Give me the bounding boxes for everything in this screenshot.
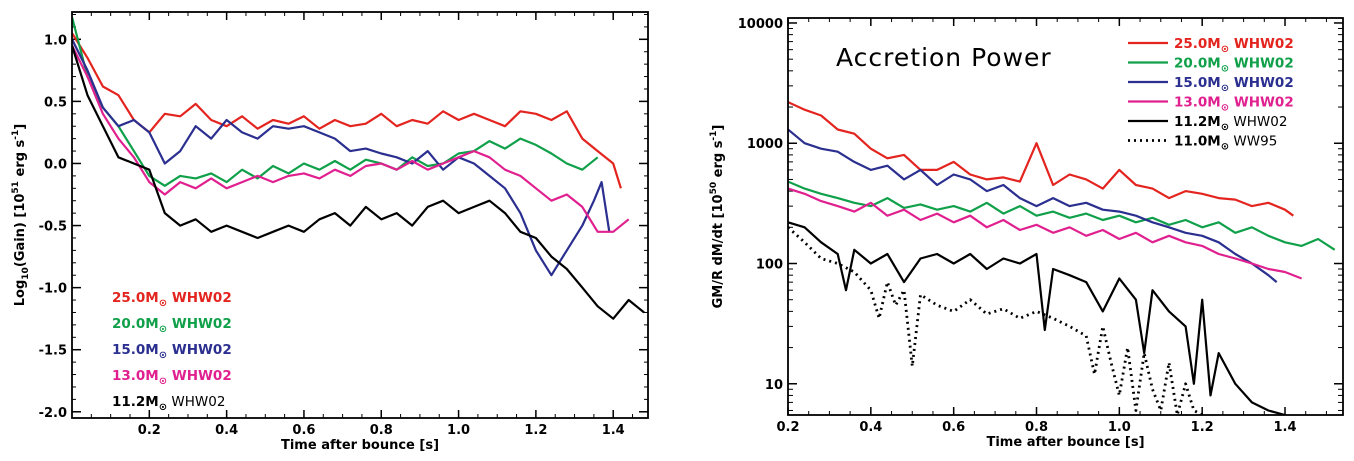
x-tick-label: 1.0 <box>1108 420 1131 435</box>
y-tick-label: -2.0 <box>39 406 67 421</box>
legend-entry: 13.0M⊙ WHW02 <box>112 368 232 387</box>
y-tick-label: 1000 <box>747 137 783 152</box>
series-group <box>72 16 645 320</box>
legend-entry: 11.0M⊙ WW95 <box>1174 134 1277 153</box>
series-line-11-0m <box>788 226 1203 415</box>
legend-entry: 25.0M⊙ WHW02 <box>1174 36 1294 55</box>
series-line-20-0m <box>72 16 599 187</box>
legend-entry: 20.0M⊙ WHW02 <box>112 316 232 335</box>
legend-entry: 15.0M⊙ WHW02 <box>112 342 232 361</box>
y-axis-label: Log10(Gain) [1051 erg s-1] <box>11 124 31 306</box>
x-tick-label: 0.6 <box>292 423 315 438</box>
legend-entry: 11.2M⊙ WHW02 <box>112 394 225 413</box>
x-tick-label: 0.8 <box>1025 420 1048 435</box>
y-tick-label: 1.0 <box>44 33 67 48</box>
x-tick-label: 0.4 <box>859 420 882 435</box>
y-tick-label: -0.5 <box>39 220 67 235</box>
x-tick-label: 0.2 <box>138 423 161 438</box>
y-tick-label: 10 <box>765 378 783 393</box>
y-tick-label: -1.0 <box>39 282 67 297</box>
chart-annotation: Accretion Power <box>836 43 1052 72</box>
series-line-13-0m <box>788 187 1303 280</box>
x-tick-label: 0.8 <box>370 423 393 438</box>
series-line-25-0m <box>72 32 622 189</box>
legend-entry: 25.0M⊙ WHW02 <box>112 290 232 309</box>
chart-accretion-power: 0.2 0.4 0.6 0.8 1.0 1.2 1.4 10000 1000 100 10 Time … <box>709 17 1344 450</box>
x-tick-label: 0.2 <box>776 420 799 435</box>
plot-frame <box>71 11 649 419</box>
x-tick-label: 0.6 <box>942 420 965 435</box>
x-tick-label: 1.4 <box>602 423 625 438</box>
x-tick-label: 1.0 <box>447 423 470 438</box>
series-line-11-2m <box>72 45 645 320</box>
plot-frame <box>787 17 1344 416</box>
x-tick-label: 1.2 <box>1191 420 1214 435</box>
y-tick-label: 10000 <box>738 17 783 32</box>
x-tick-label: 1.4 <box>1273 420 1296 435</box>
x-axis-label: Time after bounce [s] <box>986 435 1144 450</box>
legend-entry: 13.0M⊙ WHW02 <box>1174 95 1294 114</box>
series-line-13-0m <box>72 45 630 233</box>
y-axis-label: GM/R dM/dt [1050 erg s-1] <box>709 125 726 309</box>
series-line-11-2m <box>788 221 1286 415</box>
series-line-15-0m <box>72 38 611 277</box>
series-line-15-0m <box>788 128 1278 283</box>
y-tick-label: 100 <box>756 258 783 273</box>
x-tick-label: 0.4 <box>215 423 238 438</box>
x-tick-label: 1.2 <box>524 423 547 438</box>
legend-entry: 11.2M⊙ WHW02 <box>1174 114 1287 133</box>
x-axis-label: Time after bounce [s] <box>281 438 439 453</box>
chart-gain: 0.2 0.4 0.6 0.8 1.0 1.2 1.4 1.0 0.5 0.0 -0.5 -1.0 -1… <box>11 11 649 453</box>
y-tick-label: 0.5 <box>44 95 67 110</box>
y-tick-label: -1.5 <box>39 344 67 359</box>
legend-entry: 15.0M⊙ WHW02 <box>1174 75 1294 94</box>
series-group <box>788 101 1336 415</box>
series-line-20-0m <box>788 180 1336 251</box>
series-line-25-0m <box>788 101 1294 217</box>
y-tick-label: 0.0 <box>44 157 67 172</box>
legend-entry: 20.0M⊙ WHW02 <box>1174 56 1294 75</box>
